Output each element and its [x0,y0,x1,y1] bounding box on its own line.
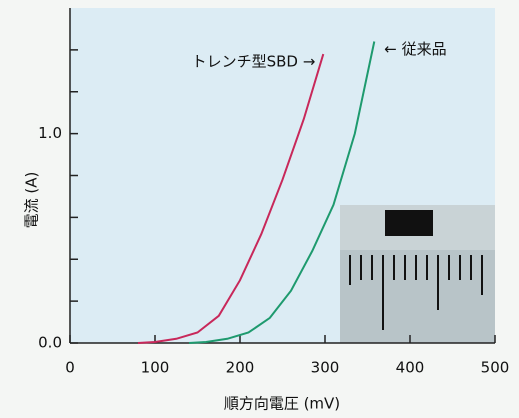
y-tick-label: 1.0 [38,124,62,142]
x-tick-label: 500 [481,359,510,377]
x-axis-label: 順方向電圧 (mV) [224,395,340,413]
y-axis-label: 電流 (A) [23,172,41,229]
x-tick-label: 200 [226,359,255,377]
legend-label: ← 従来品 [384,40,446,58]
x-tick-label: 300 [311,359,340,377]
inset-photo [340,205,495,343]
legend-label: トレンチ型SBD → [192,53,316,71]
x-tick-label: 400 [396,359,425,377]
series-line [137,53,325,344]
x-tick-label: 100 [141,359,170,377]
x-tick-label: 0 [65,359,75,377]
y-tick-label: 0.0 [38,334,62,352]
series-line [188,41,376,344]
